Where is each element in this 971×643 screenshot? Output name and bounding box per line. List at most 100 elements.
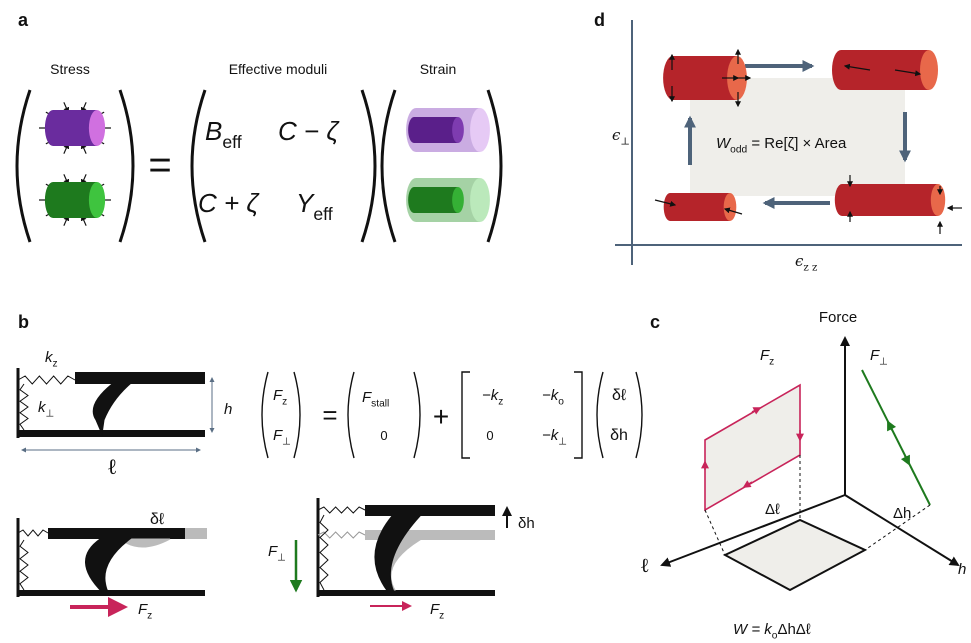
force-cycle	[705, 385, 800, 510]
cylinder	[408, 117, 464, 143]
plate	[18, 590, 205, 596]
motor	[85, 539, 130, 592]
cylinder-body	[670, 193, 730, 221]
text-main: Y	[296, 188, 315, 218]
text-sub: odd	[730, 145, 747, 156]
text-sub: z	[282, 397, 287, 408]
axis-label: ϵ⊥	[612, 126, 630, 148]
vector-entry: Fstall	[362, 389, 389, 410]
plus-sign: +	[433, 401, 449, 432]
text-sub: ⊥	[558, 437, 567, 448]
column-title: Strain	[420, 61, 457, 77]
bracket	[462, 372, 470, 458]
text-main: B	[205, 116, 222, 146]
cycle-arrow	[888, 422, 892, 430]
cylinder-cap	[89, 110, 105, 146]
dimension-label: h	[224, 401, 232, 418]
matrix-entry: −ko	[542, 387, 564, 408]
cylinder	[408, 187, 464, 213]
matrix-entry: Yeff	[296, 188, 333, 224]
cylinder-cap	[452, 187, 464, 213]
force-label: F⊥	[268, 543, 286, 564]
force-label: Fz	[138, 601, 152, 622]
text-rest: = Re[ζ] × Area	[747, 135, 847, 152]
text-main: −k	[542, 427, 560, 444]
spring	[18, 530, 48, 536]
cylinder-cap	[920, 50, 938, 90]
equals-sign: =	[322, 400, 337, 430]
parenthesis	[348, 372, 354, 458]
parenthesis	[192, 90, 205, 242]
vector-entry: Fz	[273, 387, 287, 408]
axis-label: h	[958, 561, 966, 578]
text-main: W = k	[733, 621, 773, 638]
text-main: −k	[482, 387, 500, 404]
parenthesis	[488, 90, 501, 242]
text-sub: o	[558, 397, 564, 408]
text-sub: z	[498, 397, 503, 408]
parenthesis	[120, 90, 133, 242]
text-sub: ⊥	[277, 553, 286, 564]
matrix-entry: Beff	[205, 116, 242, 152]
dimension-label: Δℓ	[765, 501, 780, 518]
spring-label: k⊥	[38, 399, 54, 420]
cylinder	[45, 110, 105, 146]
matrix-entry: 0	[486, 428, 493, 443]
matrix-entry: −kz	[482, 387, 503, 408]
cylinder-body	[414, 187, 458, 213]
vector-entry: δh	[610, 427, 628, 444]
panel-label: b	[18, 312, 29, 332]
cylinder-body	[841, 50, 929, 90]
text-sub: ⊥	[879, 357, 888, 368]
text-sub: z z	[803, 263, 817, 274]
spring	[18, 376, 75, 384]
axis-label: ℓ	[640, 553, 650, 577]
text-sub: z	[147, 611, 152, 622]
cylinder-cap	[724, 193, 737, 221]
cylinder-body	[414, 117, 458, 143]
plate	[18, 430, 205, 437]
cylinder-cap	[452, 117, 464, 143]
text-sub: z	[439, 611, 444, 622]
plate	[318, 590, 495, 596]
work-label: W = koΔhΔℓ	[733, 621, 811, 642]
parenthesis	[294, 372, 300, 458]
text-main: −k	[542, 387, 560, 404]
vector-entry: F⊥	[273, 427, 291, 448]
work-area	[725, 520, 865, 590]
axis-label: ϵz z	[795, 252, 817, 274]
plate	[75, 372, 205, 384]
parenthesis	[597, 372, 603, 458]
cylinder	[835, 184, 945, 216]
parenthesis	[262, 372, 268, 458]
text-sub: stall	[371, 399, 389, 410]
force-label: Fz	[760, 347, 774, 368]
panel-label: d	[594, 10, 605, 30]
parenthesis	[362, 90, 375, 242]
vector-entry: 0	[380, 428, 387, 443]
text-rest: ΔhΔℓ	[777, 621, 810, 638]
panel-label: a	[18, 10, 29, 30]
matrix-entry: C + ζ	[198, 188, 260, 218]
bracket	[574, 372, 582, 458]
force-line	[862, 370, 930, 505]
text-sub: ⊥	[282, 437, 291, 448]
cylinder-cap	[931, 184, 945, 216]
plate-shadow	[185, 528, 207, 539]
cylinder-body	[842, 184, 938, 216]
parenthesis	[414, 372, 420, 458]
spring	[20, 384, 28, 430]
displacement-label: δh	[518, 515, 535, 532]
cylinder	[832, 50, 938, 90]
axis-label: Force	[819, 309, 857, 326]
motor	[93, 384, 130, 434]
force-label: F⊥	[870, 347, 888, 368]
displacement-label: δℓ	[150, 511, 164, 528]
plate	[365, 505, 495, 516]
parenthesis	[636, 372, 642, 458]
spring	[318, 507, 365, 513]
text-sub: z	[53, 359, 58, 370]
parenthesis	[382, 90, 395, 242]
cylinder-cap	[470, 108, 490, 152]
plate	[48, 528, 185, 539]
